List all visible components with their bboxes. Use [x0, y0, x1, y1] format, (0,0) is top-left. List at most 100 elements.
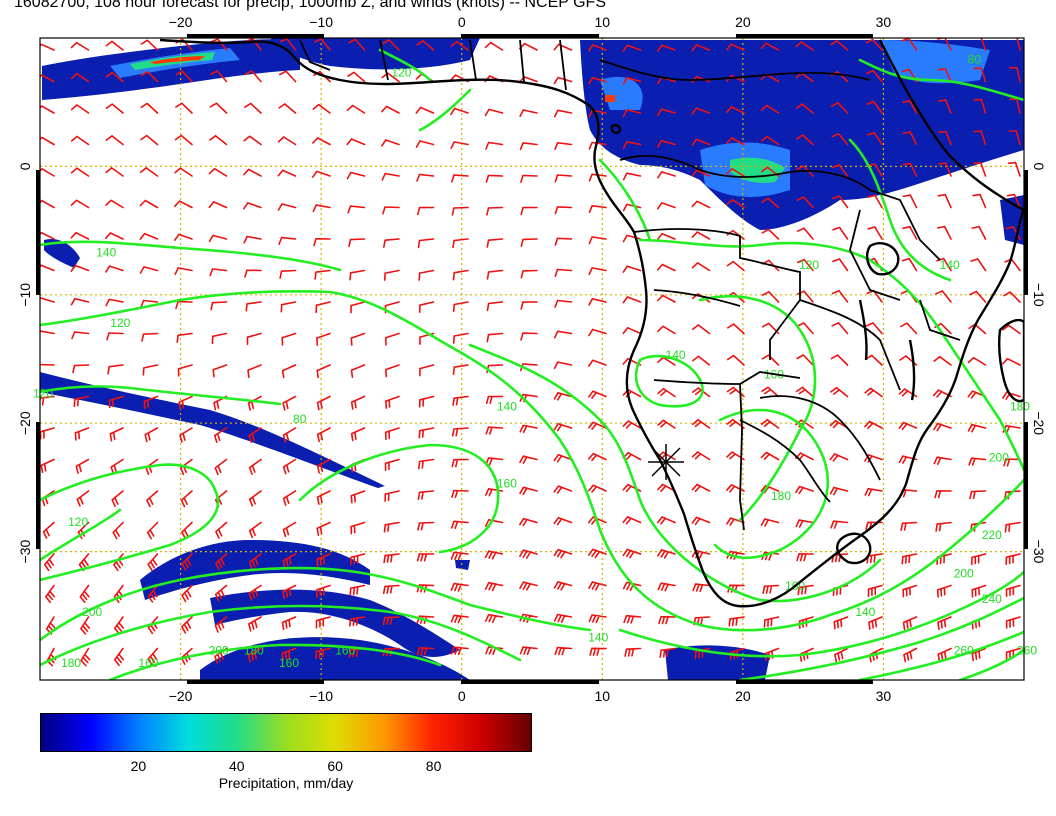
wind-barb — [419, 364, 435, 377]
wind-barb — [174, 267, 193, 275]
wind-barb — [416, 553, 435, 562]
wind-barb — [832, 195, 849, 209]
wind-barb — [277, 169, 297, 177]
wind-barb — [450, 141, 469, 149]
wind-barb — [485, 141, 504, 150]
wind-barb — [40, 458, 55, 474]
wind-barb — [176, 332, 193, 343]
wind-barb — [937, 225, 952, 240]
contour-labels: 120 140 120 80 120 140 160 120 200 180 160 200 180 16… — [33, 53, 1037, 670]
country-border — [653, 289, 741, 307]
wind-barb — [111, 490, 124, 508]
contour-label: 80 — [293, 412, 307, 426]
wind-barb — [588, 298, 607, 306]
wind-barb — [519, 455, 538, 464]
wind-barb — [868, 616, 883, 630]
wind-barb — [279, 38, 297, 51]
africa-horn-coast — [878, 39, 1024, 212]
wind-barb — [588, 267, 607, 276]
wind-barb — [691, 200, 711, 209]
wind-barb — [973, 67, 987, 83]
wind-barb — [623, 614, 642, 624]
wind-barb — [868, 647, 883, 663]
contour-line — [713, 408, 830, 560]
wind-barb — [657, 582, 676, 592]
wind-barb — [174, 233, 193, 241]
wind-barb — [726, 354, 745, 366]
contour-label: 200 — [209, 643, 229, 657]
wind-barb — [657, 263, 676, 272]
wind-barb — [829, 486, 849, 496]
wind-barb — [622, 296, 642, 304]
wind-barb — [935, 290, 952, 303]
lat-tick-label-left: −30 — [17, 540, 33, 564]
wind-barb — [1009, 98, 1021, 114]
graticule — [40, 38, 1024, 680]
wind-barb — [866, 132, 883, 146]
wind-barb — [248, 427, 262, 443]
wind-barb — [147, 584, 159, 603]
lat-tick-label-left: −20 — [17, 411, 33, 435]
colorbar-title: Precipitation, mm/day — [218, 775, 354, 791]
lon-tick-label-bottom: 10 — [594, 688, 610, 704]
wind-barb — [139, 266, 159, 274]
wind-barb — [350, 332, 366, 346]
wind-barb — [277, 136, 297, 146]
wind-barb — [970, 258, 987, 272]
wind-barb — [760, 518, 780, 527]
contour-label: 120 — [799, 258, 819, 272]
wind-barb — [180, 647, 193, 665]
wind-barb — [622, 234, 642, 243]
wind-barb — [46, 647, 57, 667]
wind-barb — [417, 521, 435, 531]
wind-barb — [934, 490, 952, 499]
precip-area — [40, 372, 385, 488]
wind-barb — [726, 137, 745, 146]
country-border — [599, 59, 871, 81]
wind-barb — [691, 107, 711, 115]
wind-barb — [105, 40, 124, 51]
wind-barb — [484, 550, 504, 560]
wind-barb — [315, 584, 331, 598]
wind-barb — [40, 395, 55, 406]
lon-tick-label-top: 10 — [594, 14, 610, 30]
colorbar-tick-label: 40 — [229, 758, 245, 774]
wind-barb — [416, 647, 435, 656]
lat-tick-label-left: −10 — [17, 283, 33, 307]
wind-barb — [554, 142, 573, 151]
wind-barb — [971, 647, 987, 662]
wind-barb — [1005, 616, 1021, 629]
country-border — [849, 209, 901, 301]
wind-barb — [316, 332, 331, 346]
contour-line — [468, 343, 882, 603]
contour-line — [738, 596, 1024, 680]
madagascar — [998, 318, 1024, 403]
wind-barb — [243, 202, 262, 210]
wind-barb — [384, 427, 400, 441]
wind-barb — [519, 517, 538, 527]
wind-barb — [554, 646, 573, 656]
country-border — [799, 299, 901, 391]
precip-area — [605, 95, 615, 102]
wind-barb — [898, 421, 918, 431]
wind-barb — [146, 521, 159, 540]
wind-barb — [450, 40, 469, 51]
wind-barb — [174, 134, 193, 146]
wind-barb — [70, 135, 90, 146]
lat-tick-label-left: 0 — [17, 162, 33, 170]
wind-barb — [143, 395, 159, 410]
wind-barb — [282, 521, 297, 538]
wind-barb — [76, 490, 90, 507]
wind-barb — [452, 269, 469, 281]
wind-barb — [105, 199, 124, 209]
wind-barb — [279, 269, 297, 279]
country-border — [739, 419, 831, 503]
wind-barb — [1005, 584, 1021, 598]
wind-barb — [312, 137, 331, 146]
wind-barb — [519, 142, 538, 151]
wind-barb — [902, 616, 918, 631]
wind-barb — [214, 458, 228, 476]
wind-barb — [901, 257, 918, 272]
wind-barb — [142, 364, 159, 376]
height-contours — [40, 48, 1024, 680]
